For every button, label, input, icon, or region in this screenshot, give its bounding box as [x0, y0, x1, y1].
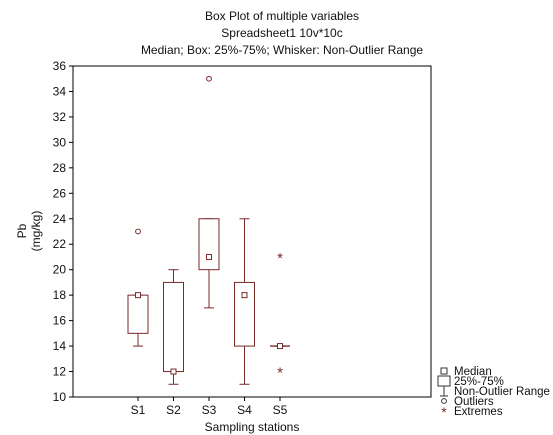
legend-item-whisker: Non-Outlier Range: [440, 385, 550, 398]
box-iqr: [163, 281, 184, 373]
legend-label: 25%-75%: [454, 376, 504, 388]
legend-box-swatch: [437, 375, 451, 387]
y-tick-label: 14: [53, 339, 67, 353]
x-tick-label: S4: [237, 403, 252, 417]
box-s3: [198, 75, 220, 309]
x-tick-label: S1: [131, 403, 146, 417]
y-tick-label: 18: [53, 288, 67, 302]
box-iqr: [198, 218, 220, 271]
box-s4: [234, 218, 255, 385]
box-s5: **: [270, 250, 290, 382]
x-tick-label: S2: [166, 403, 181, 417]
legend-label: Outliers: [454, 396, 494, 408]
legend-label: Extremes: [454, 406, 503, 418]
x-axis: S1 S2 S3 S4 S5: [131, 397, 288, 417]
median-marker: [170, 368, 177, 375]
y-tick-label: 24: [53, 212, 67, 226]
chart-title: Box Plot of multiple variables: [205, 9, 359, 23]
outlier-point: [206, 75, 212, 82]
extreme-point: *: [277, 250, 283, 267]
y-tick-label: 32: [53, 110, 67, 124]
chart-header: Box Plot of multiple variables Spreadshe…: [141, 9, 423, 57]
box-s1: [127, 228, 149, 347]
x-tick-label: S3: [202, 403, 217, 417]
plot-frame: [72, 65, 432, 398]
legend-item-median: Median: [440, 366, 492, 378]
legend-item-outlier: Outliers: [441, 396, 494, 408]
y-axis-label: Pb: [15, 223, 29, 238]
chart-subtitle: Spreadsheet1 10v*10c: [221, 26, 342, 40]
y-axis: 10 12 14 16 18 20 22 24 26 28 30 32 34 36: [53, 59, 73, 404]
box-iqr: [127, 294, 149, 334]
y-tick-label: 12: [53, 365, 67, 379]
extreme-point: *: [277, 365, 283, 382]
y-tick-label: 30: [53, 135, 67, 149]
median-marker: [241, 292, 248, 299]
outlier-point: [135, 228, 141, 235]
y-tick-label: 36: [53, 59, 67, 73]
x-axis-label: Sampling stations: [205, 420, 300, 434]
legend-item-extreme: * Extremes: [441, 404, 503, 420]
y-tick-label: 28: [53, 161, 67, 175]
y-tick-label: 26: [53, 186, 67, 200]
median-marker: [135, 292, 141, 299]
x-tick-label: S5: [273, 403, 288, 417]
legend-label: Median: [454, 366, 492, 378]
legend-label: Non-Outlier Range: [454, 386, 550, 398]
chart-subtitle-2: Median; Box: 25%-75%; Whisker: Non-Outli…: [141, 43, 423, 57]
boxes-group: **: [127, 75, 290, 385]
y-tick-label: 20: [53, 263, 67, 277]
y-tick-label: 10: [53, 390, 67, 404]
median-marker: [206, 253, 212, 260]
legend-outlier-swatch: [441, 398, 447, 404]
legend-median-swatch: [440, 367, 448, 375]
y-tick-label: 34: [53, 84, 67, 98]
median-marker: [277, 343, 283, 350]
y-tick-label: 22: [53, 237, 67, 251]
y-axis-unit: (mg/kg): [29, 211, 43, 252]
box-s2: [163, 269, 184, 385]
box-iqr: [234, 281, 255, 347]
y-tick-label: 16: [53, 314, 67, 328]
legend-extreme-swatch: *: [441, 404, 447, 420]
